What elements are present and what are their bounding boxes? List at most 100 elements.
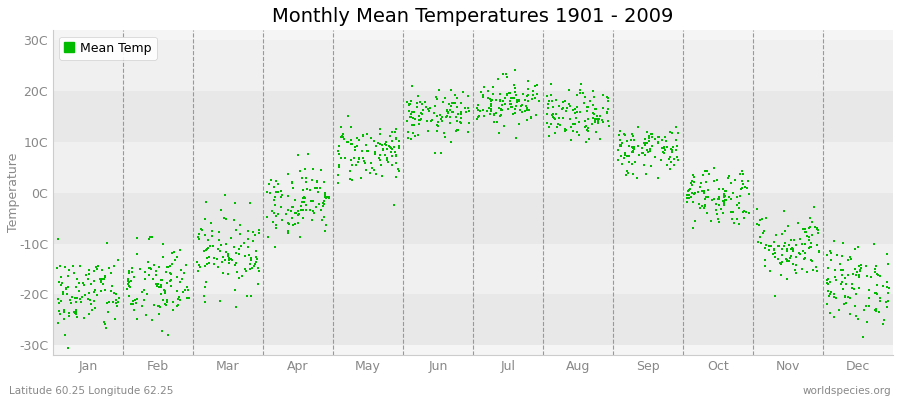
- Point: [192, 236, 206, 242]
- Point: [82, 311, 96, 318]
- Point: [471, 114, 485, 120]
- Point: [76, 280, 91, 286]
- Point: [449, 95, 464, 101]
- Point: [349, 135, 364, 141]
- Point: [734, 168, 749, 174]
- Point: [125, 298, 140, 304]
- Point: [424, 117, 438, 123]
- Point: [709, 207, 724, 214]
- Point: [698, 194, 713, 200]
- Point: [381, 158, 395, 165]
- Point: [718, 197, 733, 204]
- Point: [498, 101, 512, 107]
- Point: [666, 144, 680, 150]
- Point: [670, 157, 685, 164]
- Point: [582, 98, 597, 104]
- Point: [558, 128, 572, 134]
- Point: [544, 92, 558, 98]
- Point: [596, 105, 610, 112]
- Point: [230, 260, 244, 266]
- Point: [297, 199, 311, 205]
- Point: [697, 204, 711, 211]
- Point: [497, 122, 511, 129]
- Point: [197, 232, 211, 239]
- Point: [487, 112, 501, 118]
- Point: [712, 202, 726, 208]
- Point: [657, 144, 671, 151]
- Point: [267, 197, 282, 203]
- Point: [458, 109, 473, 115]
- Point: [518, 108, 532, 114]
- Point: [614, 142, 628, 148]
- Point: [505, 104, 519, 110]
- Point: [579, 138, 593, 145]
- Point: [853, 266, 868, 273]
- Point: [451, 111, 465, 117]
- Point: [735, 171, 750, 177]
- Point: [824, 289, 838, 296]
- Point: [627, 137, 642, 143]
- Point: [125, 265, 140, 271]
- Point: [122, 284, 137, 290]
- Point: [845, 285, 859, 291]
- Point: [159, 264, 174, 270]
- Point: [510, 97, 525, 104]
- Point: [345, 176, 359, 183]
- Point: [128, 297, 142, 303]
- Point: [549, 110, 563, 117]
- Point: [158, 290, 172, 296]
- Point: [642, 135, 656, 142]
- Point: [544, 81, 558, 87]
- Point: [788, 267, 803, 274]
- Point: [559, 127, 573, 133]
- Point: [299, 175, 313, 182]
- Point: [360, 147, 374, 154]
- Point: [407, 121, 421, 128]
- Point: [142, 236, 157, 242]
- Point: [58, 332, 73, 338]
- Point: [95, 276, 110, 282]
- Point: [511, 121, 526, 128]
- Point: [335, 133, 349, 139]
- Point: [383, 145, 398, 152]
- Point: [786, 248, 800, 254]
- Point: [797, 250, 812, 257]
- Point: [152, 302, 166, 309]
- Point: [448, 114, 463, 120]
- Point: [625, 149, 639, 156]
- Point: [77, 314, 92, 321]
- Point: [558, 98, 572, 104]
- Point: [648, 154, 662, 160]
- Point: [82, 266, 96, 273]
- Point: [544, 112, 559, 119]
- Point: [547, 116, 562, 122]
- Point: [641, 149, 655, 155]
- Point: [665, 149, 680, 155]
- Point: [805, 232, 819, 238]
- Point: [266, 184, 281, 190]
- Point: [352, 137, 366, 143]
- Point: [266, 219, 281, 225]
- Point: [235, 273, 249, 279]
- Point: [249, 259, 264, 266]
- Point: [878, 317, 892, 324]
- Point: [644, 142, 659, 149]
- Point: [516, 91, 530, 98]
- Point: [52, 300, 67, 306]
- Point: [868, 306, 883, 312]
- Point: [570, 108, 584, 115]
- Point: [735, 181, 750, 188]
- Point: [196, 247, 211, 254]
- Point: [454, 99, 469, 106]
- Point: [471, 107, 485, 113]
- Point: [125, 301, 140, 308]
- Point: [70, 294, 85, 301]
- Point: [820, 300, 834, 307]
- Point: [270, 210, 284, 217]
- Point: [392, 168, 406, 174]
- Point: [680, 192, 694, 199]
- Point: [210, 256, 224, 262]
- Point: [781, 258, 796, 264]
- Point: [682, 185, 697, 192]
- Point: [799, 229, 814, 235]
